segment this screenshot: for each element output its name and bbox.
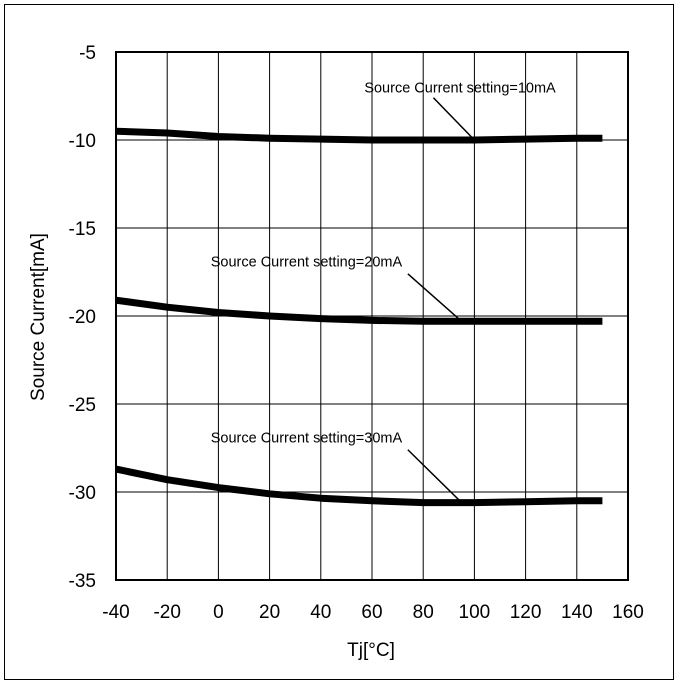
annotations: Source Current setting=10mA Source Curren…	[211, 80, 556, 504]
x-tick-label: 20	[259, 602, 280, 623]
x-tick-label: 160	[612, 602, 644, 623]
y-tick-label: -25	[69, 395, 96, 416]
series-line-2	[116, 296, 603, 325]
x-tick-label: 0	[213, 602, 224, 623]
plot-border	[115, 51, 629, 581]
annotation-leader-line-1	[432, 97, 475, 141]
x-tick-label: -20	[153, 602, 180, 623]
x-tick-label: 120	[510, 602, 542, 623]
plot-area-border	[115, 51, 629, 581]
x-tick-label: 40	[310, 602, 331, 623]
annotation-label-2: Source Current setting=20mA	[211, 255, 403, 271]
y-axis-title: Source Current[mA]	[28, 233, 49, 401]
x-tick-label: 140	[561, 602, 593, 623]
series-line-3	[116, 465, 603, 507]
series-line-1	[116, 127, 603, 144]
x-tick-label: 60	[361, 602, 382, 623]
annotation-leader-line-3	[407, 449, 463, 504]
data-series	[116, 127, 603, 507]
x-axis-title: Tj[°C]	[347, 640, 395, 661]
x-tick-label: -40	[102, 602, 129, 623]
y-tick-label: -20	[69, 307, 96, 328]
annotation-label-3: Source Current setting=30mA	[211, 431, 403, 447]
annotation-leader-line-2	[407, 273, 463, 322]
y-tick-label: -30	[69, 483, 96, 504]
y-tick-label: -10	[69, 131, 96, 152]
y-tick-label: -15	[69, 219, 96, 240]
x-tick-label: 100	[459, 602, 491, 623]
annotation-label-1: Source Current setting=10mA	[364, 80, 556, 96]
x-tick-label: 80	[413, 602, 434, 623]
tick-labels: -40 -20 0 20 40 60 80 100 120 140 160 -5 -10 -15 -20 -2…	[69, 43, 644, 623]
y-tick-label: -5	[79, 43, 96, 64]
y-tick-label: -35	[69, 571, 96, 592]
